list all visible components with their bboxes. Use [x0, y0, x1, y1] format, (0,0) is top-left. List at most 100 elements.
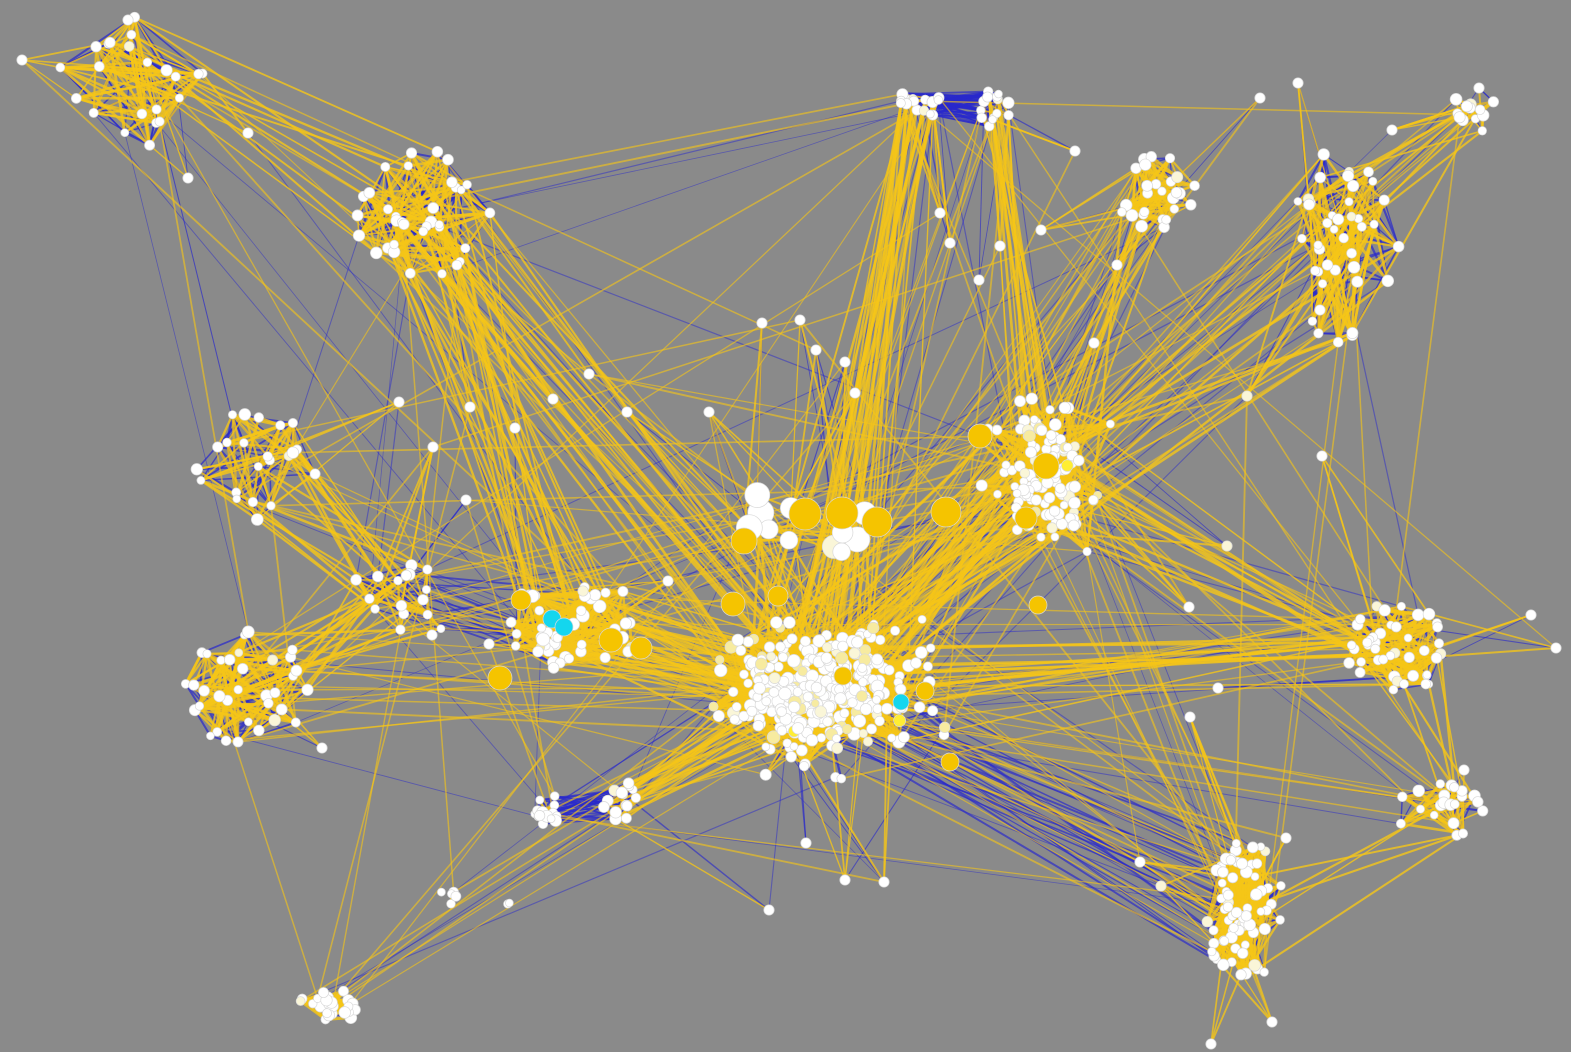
graph-node-white[interactable] — [1208, 925, 1219, 936]
graph-node-white[interactable] — [779, 530, 799, 550]
graph-node-white[interactable] — [190, 463, 203, 476]
graph-node-cream[interactable] — [295, 996, 306, 1006]
graph-node-white[interactable] — [244, 717, 253, 727]
graph-node-white[interactable] — [1369, 219, 1379, 229]
graph-node-white[interactable] — [763, 904, 775, 916]
graph-node-cream[interactable] — [822, 642, 833, 653]
graph-node-white[interactable] — [1307, 316, 1318, 326]
graph-node-white[interactable] — [1014, 395, 1026, 408]
graph-node-white[interactable] — [418, 226, 428, 237]
graph-node-white[interactable] — [922, 661, 933, 672]
graph-node-white[interactable] — [253, 724, 265, 737]
graph-node-white[interactable] — [351, 209, 364, 222]
graph-node-white[interactable] — [792, 687, 803, 697]
graph-node-white[interactable] — [136, 108, 148, 120]
graph-node-white[interactable] — [122, 14, 134, 26]
graph-node-white[interactable] — [170, 71, 181, 82]
graph-node-white[interactable] — [1246, 841, 1259, 854]
graph-node-white[interactable] — [1036, 424, 1048, 436]
graph-node-white[interactable] — [1205, 1038, 1217, 1050]
graph-node-white[interactable] — [370, 246, 383, 260]
graph-node-white[interactable] — [1321, 259, 1334, 271]
graph-node-white[interactable] — [787, 654, 801, 668]
graph-node-white[interactable] — [789, 742, 799, 751]
graph-node-white[interactable] — [484, 207, 496, 219]
graph-node-white[interactable] — [1045, 405, 1055, 415]
graph-node-white[interactable] — [1313, 240, 1323, 250]
graph-node-white[interactable] — [1135, 219, 1148, 233]
graph-node-white[interactable] — [872, 703, 883, 714]
gold-hub-5[interactable] — [730, 527, 758, 555]
graph-node-white[interactable] — [887, 733, 897, 743]
graph-node-white[interactable] — [380, 161, 391, 172]
graph-node-white[interactable] — [791, 722, 805, 735]
graph-node-white[interactable] — [1411, 608, 1425, 622]
graph-node-white[interactable] — [1025, 392, 1038, 405]
graph-node-white[interactable] — [712, 709, 725, 723]
graph-node-white[interactable] — [216, 655, 226, 665]
graph-node-white[interactable] — [1362, 637, 1373, 648]
node-layer[interactable] — [16, 11, 1562, 1050]
graph-node-white[interactable] — [403, 161, 413, 171]
graph-node-white[interactable] — [785, 751, 797, 763]
graph-node-white[interactable] — [223, 653, 236, 666]
graph-node-white[interactable] — [1310, 265, 1321, 276]
graph-node-white[interactable] — [988, 115, 997, 124]
graph-node-white[interactable] — [1068, 480, 1081, 493]
graph-node-white[interactable] — [287, 418, 298, 429]
graph-node-white[interactable] — [1346, 640, 1357, 650]
graph-node-white[interactable] — [890, 625, 901, 636]
graph-node-yellow[interactable] — [893, 714, 906, 727]
graph-node-white[interactable] — [728, 686, 739, 698]
graph-node-white[interactable] — [871, 653, 884, 666]
graph-node-white[interactable] — [1338, 232, 1349, 244]
graph-node-white[interactable] — [1024, 446, 1037, 459]
graph-node-white[interactable] — [236, 663, 249, 675]
graph-node-white[interactable] — [372, 570, 384, 583]
graph-node-white[interactable] — [1111, 259, 1123, 271]
graph-node-white[interactable] — [927, 705, 939, 717]
graph-node-white[interactable] — [630, 792, 641, 803]
graph-node-white[interactable] — [1386, 124, 1398, 136]
graph-node-white[interactable] — [619, 617, 633, 630]
graph-node-white[interactable] — [895, 683, 907, 695]
graph-node-white[interactable] — [775, 641, 786, 653]
graph-node-cream[interactable] — [1248, 959, 1261, 972]
graph-node-white[interactable] — [174, 93, 184, 103]
graph-node-white[interactable] — [364, 593, 375, 604]
graph-node-white[interactable] — [1525, 609, 1537, 621]
graph-node-white[interactable] — [509, 422, 521, 434]
graph-node-white[interactable] — [1230, 906, 1243, 919]
graph-node-white[interactable] — [820, 652, 833, 664]
graph-node-white[interactable] — [55, 62, 66, 73]
graph-node-white[interactable] — [746, 705, 758, 717]
graph-node-white[interactable] — [16, 54, 28, 66]
graph-node-white[interactable] — [70, 93, 82, 104]
graph-node-white[interactable] — [275, 703, 288, 716]
graph-node-white[interactable] — [599, 652, 611, 664]
graph-node-white[interactable] — [1225, 854, 1236, 866]
graph-node-white[interactable] — [395, 599, 408, 612]
graph-node-white[interactable] — [1275, 915, 1285, 925]
graph-node-white[interactable] — [834, 692, 847, 705]
graph-node-white[interactable] — [1363, 166, 1374, 178]
graph-node-white[interactable] — [532, 645, 544, 658]
gold-hub-11[interactable] — [629, 636, 653, 660]
graph-node-white[interactable] — [1001, 460, 1011, 470]
graph-node-white[interactable] — [350, 574, 362, 586]
graph-node-white[interactable] — [1036, 532, 1046, 542]
graph-node-white[interactable] — [1314, 171, 1326, 184]
graph-node-white[interactable] — [233, 684, 243, 695]
graph-node-white[interactable] — [450, 890, 462, 902]
graph-node-white[interactable] — [1217, 878, 1227, 888]
graph-node-white[interactable] — [714, 663, 728, 678]
graph-node-white[interactable] — [1082, 546, 1092, 557]
graph-node-white[interactable] — [1217, 958, 1230, 971]
graph-node-white[interactable] — [322, 1008, 332, 1019]
graph-node-white[interactable] — [1030, 415, 1039, 424]
graph-node-white[interactable] — [1395, 818, 1406, 829]
graph-node-white[interactable] — [1251, 858, 1263, 869]
graph-node-white[interactable] — [1435, 779, 1445, 789]
graph-node-white[interactable] — [1164, 153, 1176, 164]
graph-node-cream[interactable] — [267, 654, 279, 666]
